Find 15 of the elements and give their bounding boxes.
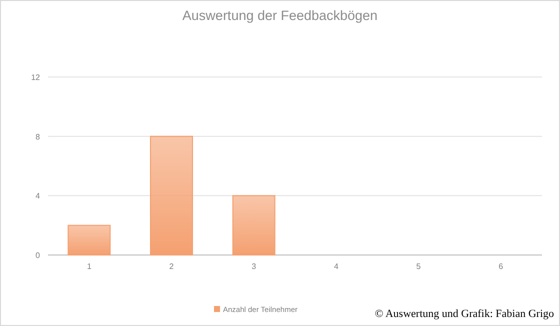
x-tick-label: 4 [334, 262, 339, 271]
x-tick-label: 2 [169, 262, 174, 271]
bar [68, 224, 111, 256]
bar [150, 136, 193, 256]
y-tick-label: 8 [36, 132, 41, 142]
x-tick-label: 1 [86, 262, 92, 271]
x-tick-label: 5 [416, 262, 422, 271]
y-tick-label: 12 [31, 73, 41, 82]
y-tick-label: 4 [36, 192, 41, 201]
x-tick-label: 3 [252, 262, 257, 271]
text: © Auswertung und Grafik: Fabian Grigo [374, 308, 554, 320]
x-tick-label: 6 [498, 262, 504, 271]
y-tick-label: 0 [36, 251, 41, 260]
bar [232, 195, 276, 256]
chart-title: Auswertung der Feedbackbögen [182, 8, 378, 23]
